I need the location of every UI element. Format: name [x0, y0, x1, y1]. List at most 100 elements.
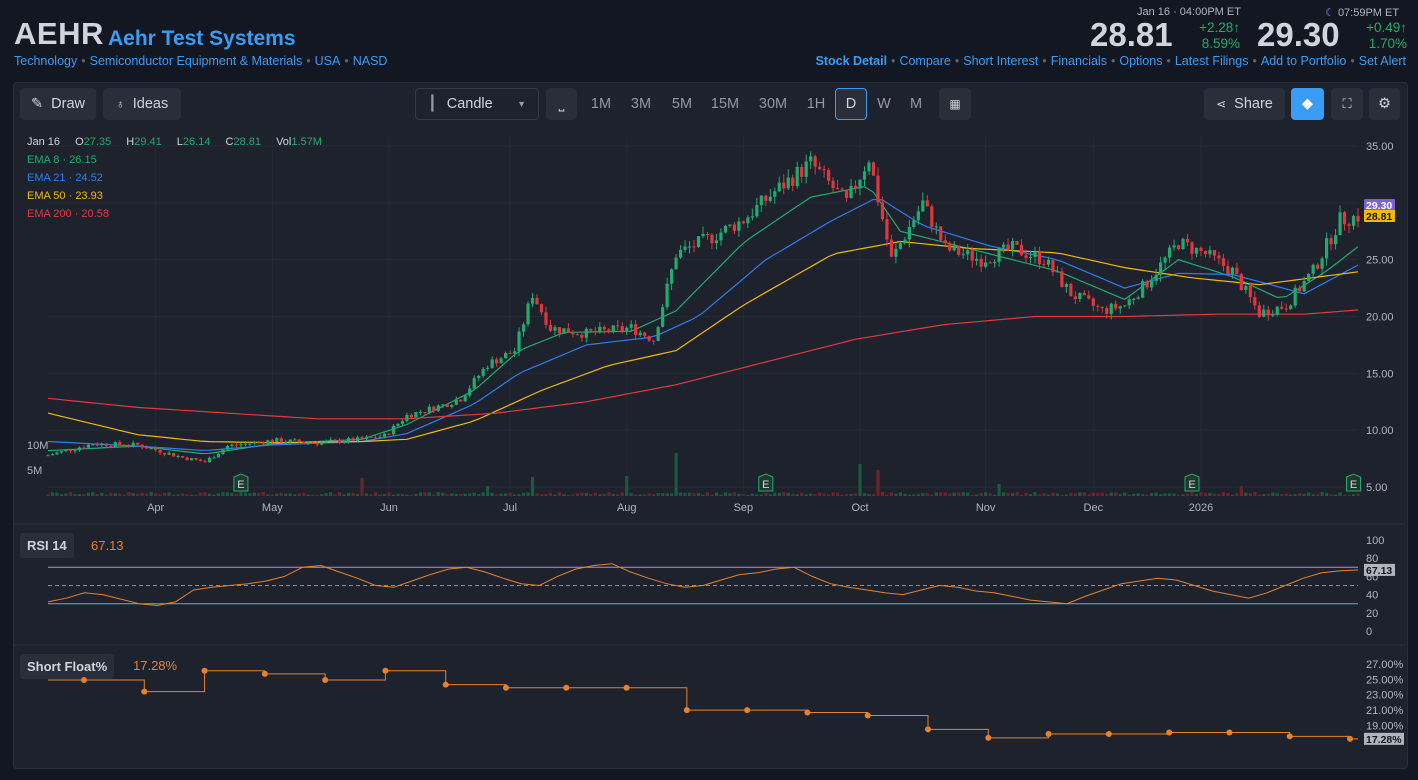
- separator: •: [1252, 54, 1257, 68]
- low-label: L: [176, 136, 183, 148]
- ema8-value: 26.15: [69, 154, 97, 166]
- ema8-label: EMA 8: [27, 154, 60, 166]
- volume-label: Vol: [276, 136, 292, 148]
- timeframe-5m[interactable]: 5M: [671, 96, 693, 112]
- short-float-current-value: 17.28%: [133, 658, 178, 673]
- low-value: 26.14: [182, 136, 211, 148]
- close-change: +2.28↑ 8.59%: [1183, 20, 1240, 52]
- country-link[interactable]: USA: [314, 54, 341, 68]
- pencil-icon: ✎: [31, 96, 44, 112]
- ema50-legend[interactable]: EMA 50 · 23.93: [27, 190, 103, 202]
- ohlc-date: Jan 16: [27, 136, 61, 148]
- separator: •: [1350, 54, 1355, 68]
- volume-value: 1.57M: [291, 136, 322, 148]
- after-hours-time: 07:59PM ET: [1337, 7, 1400, 19]
- ideas-button[interactable]: ♁ Ideas: [103, 88, 181, 120]
- separator: •: [1110, 54, 1116, 68]
- close-change-pct: 8.59%: [1201, 36, 1240, 51]
- draw-label: Draw: [51, 96, 85, 112]
- moon-icon: ☾: [1325, 7, 1335, 19]
- fullscreen-icon: ⛶: [1342, 96, 1352, 111]
- breadcrumb: Technology • Semiconductor Equipment & Mat…: [14, 54, 387, 68]
- calendar-button[interactable]: ▦: [939, 88, 971, 120]
- nav-set-alert[interactable]: Set Alert: [1358, 54, 1406, 68]
- nav-stock-detail[interactable]: Stock Detail: [815, 54, 888, 68]
- ticker-symbol: AEHR: [14, 16, 104, 51]
- diamond-icon: ◆: [1301, 96, 1314, 112]
- separator: •: [81, 54, 86, 68]
- arrow-up-icon: ↑: [1400, 20, 1407, 35]
- rsi-current-value: 67.13: [91, 538, 124, 553]
- lightbulb-icon: ♁: [115, 97, 125, 111]
- nav-add-to-portfolio[interactable]: Add to Portfolio: [1260, 54, 1347, 68]
- close-timestamp: Jan 16 · 04:00PM ET: [1137, 6, 1241, 18]
- company-name[interactable]: Aehr Test Systems: [108, 27, 296, 50]
- timeframe-30m[interactable]: 30M: [758, 96, 788, 112]
- after-hours-price: 29.30: [1257, 16, 1340, 53]
- ema8-legend[interactable]: EMA 8 · 26.15: [27, 154, 97, 166]
- separator: •: [954, 54, 960, 68]
- high-value: 29.41: [134, 136, 162, 148]
- nav-financials[interactable]: Financials: [1050, 54, 1107, 68]
- after-hours-change: +0.49↑ 1.70%: [1350, 20, 1407, 52]
- ema21-value: 24.52: [75, 172, 103, 184]
- arrow-up-icon: ↑: [1233, 20, 1240, 35]
- separator: •: [344, 54, 349, 68]
- timeframe-1m[interactable]: 1M: [590, 96, 612, 112]
- nav-short-interest[interactable]: Short Interest: [963, 54, 1039, 68]
- ema200-label: EMA 200: [27, 208, 72, 220]
- range-icon: ⎵: [558, 96, 565, 112]
- draw-button[interactable]: ✎ Draw: [20, 88, 96, 120]
- nav-compare[interactable]: Compare: [899, 54, 951, 68]
- header: AEHR Aehr Test Systems Technology • Semico…: [0, 0, 1418, 76]
- ema50-label: EMA 50: [27, 190, 66, 202]
- share-icon: ⋖: [1216, 97, 1227, 111]
- date-range-button[interactable]: ⎵: [546, 88, 577, 120]
- exchange-link[interactable]: NASD: [352, 54, 388, 68]
- ema50-value: 23.93: [75, 190, 103, 202]
- ema21-legend[interactable]: EMA 21 · 24.52: [27, 172, 103, 184]
- nav-options[interactable]: Options: [1119, 54, 1163, 68]
- ema21-label: EMA 21: [27, 172, 66, 184]
- sector-link[interactable]: Technology: [14, 54, 78, 68]
- share-label: Share: [1234, 96, 1273, 112]
- after-change-pct: 1.70%: [1368, 36, 1407, 51]
- timeframe-3m[interactable]: 3M: [630, 96, 652, 112]
- fullscreen-button[interactable]: ⛶: [1331, 88, 1363, 120]
- close-change-value: +2.28: [1199, 20, 1234, 35]
- timeframe-w[interactable]: W: [877, 96, 891, 112]
- gear-icon: ⚙: [1378, 96, 1391, 112]
- short-float-panel-title[interactable]: Short Float%: [20, 654, 115, 679]
- separator: •: [1042, 54, 1047, 68]
- calendar-icon: ▦: [949, 97, 961, 111]
- share-button[interactable]: ⋖ Share: [1204, 88, 1285, 120]
- settings-button[interactable]: ⚙: [1369, 88, 1400, 120]
- separator: •: [306, 54, 311, 68]
- after-change-value: +0.49: [1366, 20, 1401, 35]
- candle-icon: ┃: [428, 96, 437, 112]
- timeframe-15m[interactable]: 15M: [710, 96, 740, 112]
- chevron-down-icon: ▼: [517, 99, 526, 109]
- stock-nav: Stock Detail • Compare • Short Interest • Fina…: [815, 54, 1406, 68]
- chart-type-select[interactable]: ┃ Candle ▼: [415, 88, 539, 120]
- premium-button[interactable]: ◆: [1291, 88, 1324, 120]
- close-price: 28.81: [1090, 16, 1173, 53]
- close-label: C: [225, 136, 234, 148]
- rsi-panel-title[interactable]: RSI 14: [20, 533, 74, 558]
- open-value: 27.35: [83, 136, 112, 148]
- ema200-legend[interactable]: EMA 200 · 20.58: [27, 208, 109, 220]
- ohlc-legend: Jan 16 O27.35 H29.41 L26.14 C28.81 Vol1.…: [27, 136, 322, 148]
- chart-type-label: Candle: [446, 96, 493, 112]
- timeframe-1h[interactable]: 1H: [806, 96, 826, 112]
- open-label: O: [75, 136, 84, 148]
- timeframe-m[interactable]: M: [909, 96, 923, 112]
- ema200-value: 20.58: [81, 208, 109, 220]
- timeframe-d[interactable]: D: [835, 88, 867, 120]
- close-value: 28.81: [233, 136, 261, 148]
- industry-link[interactable]: Semiconductor Equipment & Materials: [89, 54, 303, 68]
- nav-latest-filings[interactable]: Latest Filings: [1174, 54, 1249, 68]
- after-hours-timestamp: ☾ 07:59PM ET: [1325, 6, 1399, 19]
- separator: •: [891, 54, 896, 68]
- separator: •: [1166, 54, 1171, 68]
- ideas-label: Ideas: [132, 96, 169, 112]
